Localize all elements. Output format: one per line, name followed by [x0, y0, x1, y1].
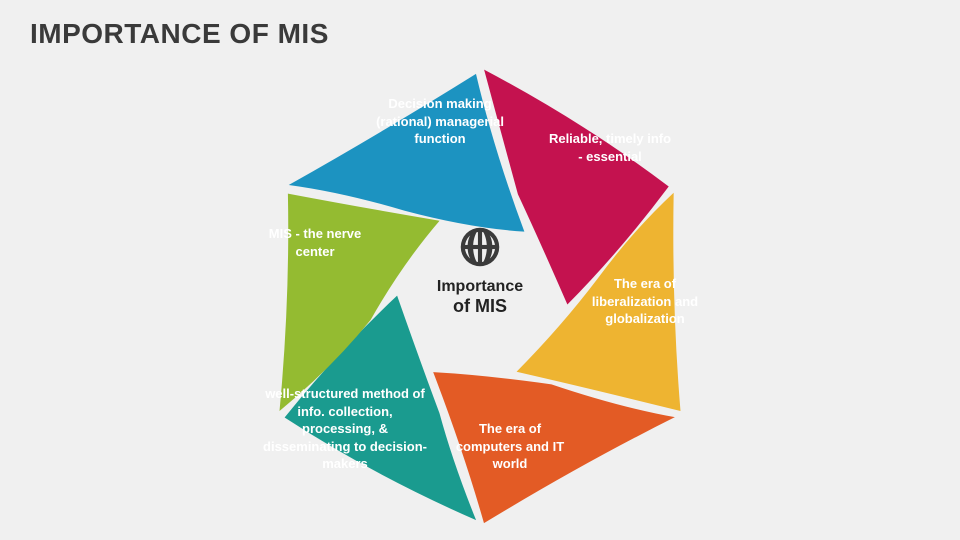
seg-text-bottom-right: The era of computers and IT world	[445, 420, 575, 473]
center-label: Importance of MIS	[430, 278, 530, 317]
seg-text-top-left: Decision making (rational) managerial fu…	[365, 95, 515, 148]
seg-text-bottom-left: well-structured method of info. collecti…	[260, 385, 430, 473]
slide: IMPORTANCE OF MIS Importance of MIS Deci…	[0, 0, 960, 540]
seg-text-left: MIS - the nerve center	[255, 225, 375, 260]
globe-icon	[458, 225, 502, 274]
center-line2: of MIS	[430, 296, 530, 317]
center-line1: Importance	[430, 278, 530, 296]
seg-text-top-right: Reliable, timely info - essential	[545, 130, 675, 165]
seg-text-right: The era of liberalization and globalizat…	[580, 275, 710, 328]
